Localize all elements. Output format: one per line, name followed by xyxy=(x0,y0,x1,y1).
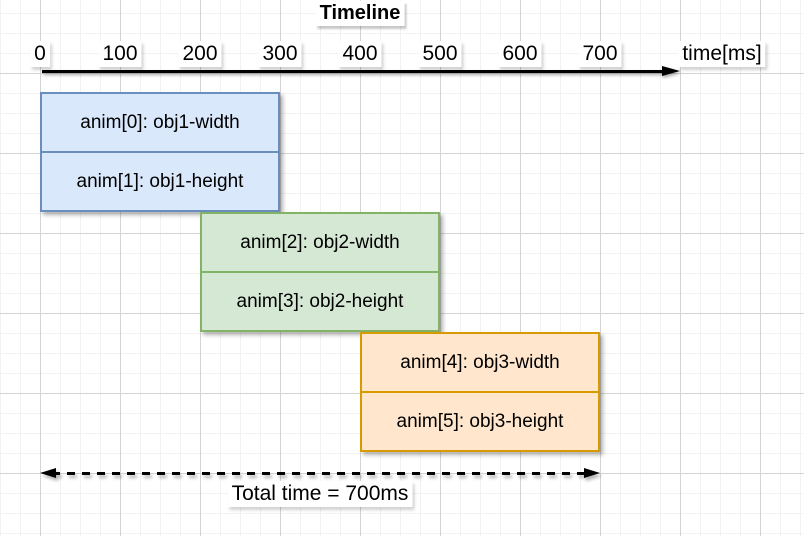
arrowhead-left-icon xyxy=(40,468,56,478)
axis-tick-300: 300 xyxy=(258,41,302,68)
axis-tick-100: 100 xyxy=(98,41,142,68)
anim-bar-4: anim[4]: obj3-width xyxy=(400,351,560,373)
axis-tick-500: 500 xyxy=(418,41,462,68)
anim-bar-0: anim[0]: obj1-width xyxy=(80,111,240,133)
total-time-label: Total time = 700ms xyxy=(227,481,413,508)
anim-group-obj3: anim[4]: obj3-width anim[5]: obj3-height xyxy=(360,332,600,452)
arrowhead-right-icon xyxy=(584,468,600,478)
total-time-arrow xyxy=(40,466,600,480)
anim-bar-2: anim[2]: obj2-width xyxy=(240,231,400,253)
axis-tick-0: 0 xyxy=(30,41,50,68)
axis-arrowhead-icon xyxy=(662,65,680,76)
axis-tick-200: 200 xyxy=(178,41,222,68)
axis-tick-400: 400 xyxy=(338,41,382,68)
anim-group-obj2: anim[2]: obj2-width anim[3]: obj2-height xyxy=(200,212,440,332)
axis-tick-600: 600 xyxy=(498,41,542,68)
anim-bar-5: anim[5]: obj3-height xyxy=(362,391,598,450)
time-axis xyxy=(40,64,685,80)
axis-tick-700: 700 xyxy=(578,41,622,68)
time-axis-line xyxy=(42,70,666,73)
diagram-title: Timeline xyxy=(315,1,405,26)
anim-group-obj1: anim[0]: obj1-width anim[1]: obj1-height xyxy=(40,92,280,212)
anim-bar-3: anim[3]: obj2-height xyxy=(202,271,438,330)
axis-unit-label: time[ms] xyxy=(678,41,766,68)
anim-bar-1: anim[1]: obj1-height xyxy=(42,151,278,210)
dashed-line xyxy=(52,471,588,475)
